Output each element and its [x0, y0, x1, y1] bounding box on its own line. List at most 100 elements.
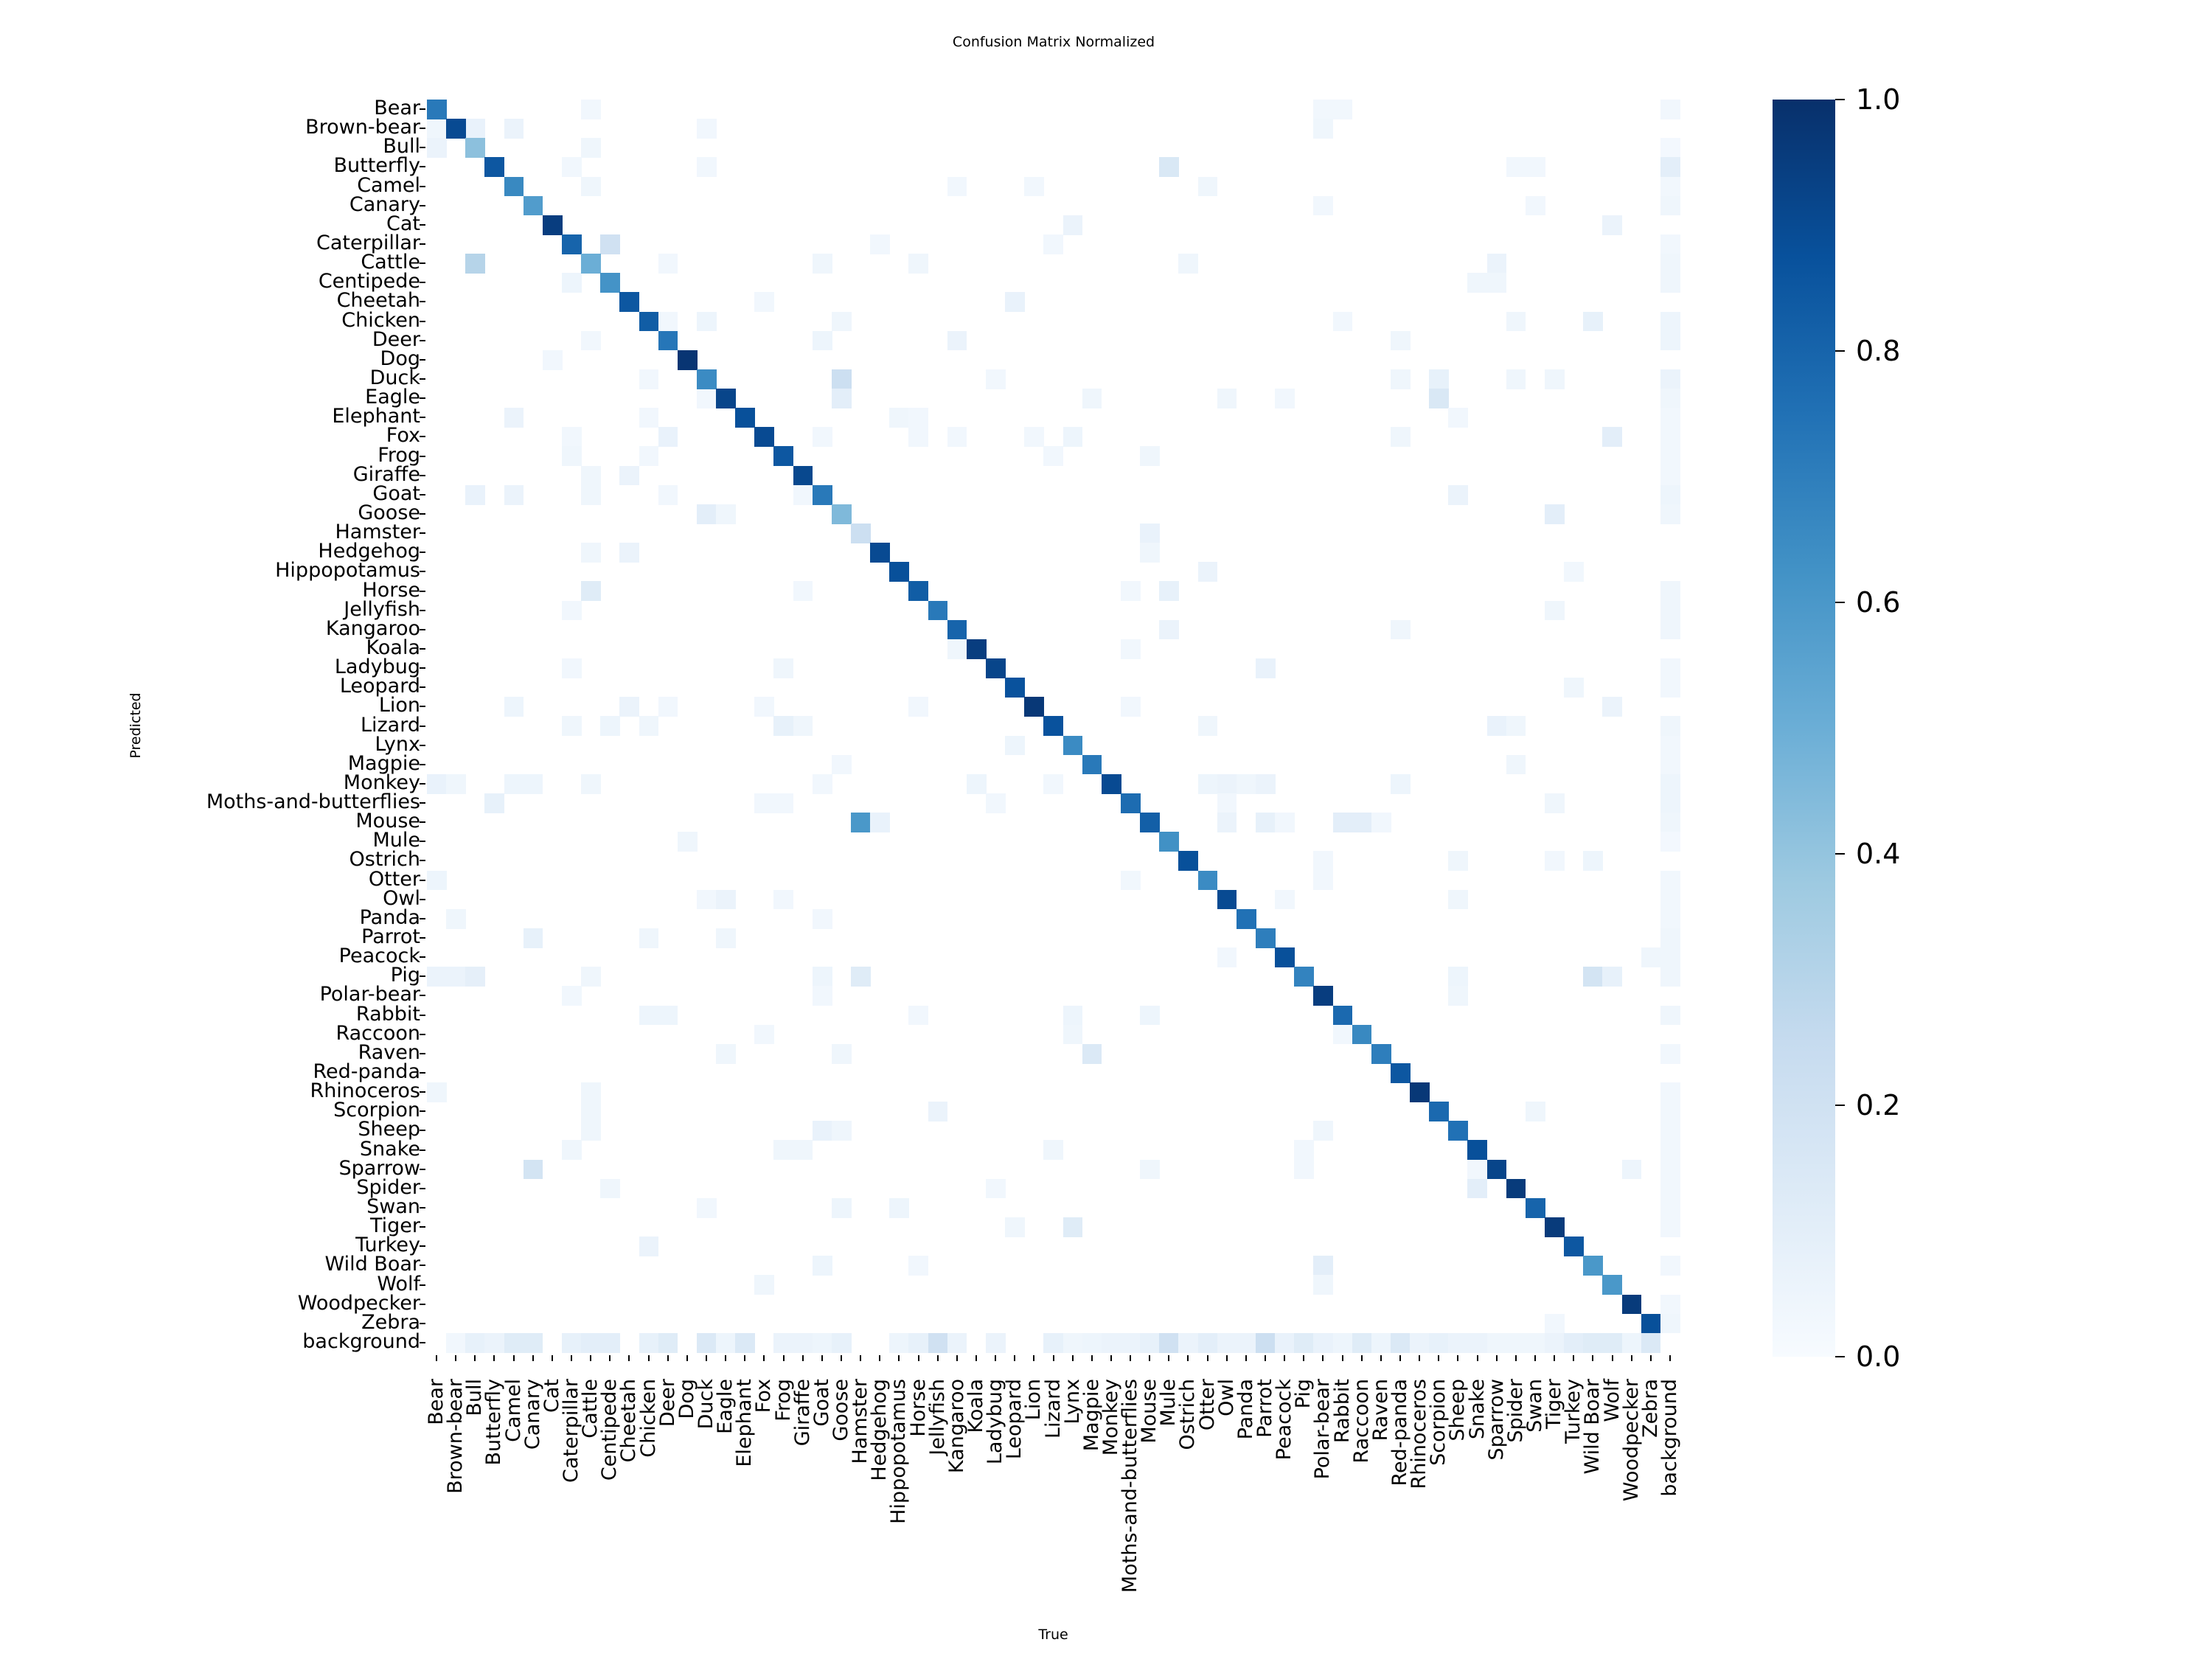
heatmap-cell — [1660, 600, 1680, 621]
heatmap-cell — [1197, 176, 1218, 197]
heatmap-cell — [1062, 1024, 1083, 1045]
heatmap-cell — [523, 1159, 543, 1180]
heatmap-cell — [1313, 870, 1334, 891]
heatmap-cell — [1486, 1332, 1507, 1353]
heatmap-cell — [716, 928, 736, 948]
heatmap-cell — [581, 254, 601, 274]
heatmap-cell — [831, 1121, 852, 1141]
x-tick-mark — [782, 1355, 785, 1361]
x-tick-mark — [840, 1355, 842, 1361]
y-tick-mark — [420, 378, 425, 380]
heatmap-cell — [696, 1332, 717, 1353]
heatmap-cell — [1486, 254, 1507, 274]
heatmap-cell — [600, 716, 620, 737]
heatmap-cell — [1525, 195, 1545, 216]
heatmap-cell — [735, 408, 755, 428]
y-tick-label: Cheetah — [336, 289, 420, 313]
heatmap-cell — [1525, 157, 1545, 178]
heatmap-cell — [658, 311, 678, 332]
heatmap-cell — [542, 215, 563, 235]
heatmap-cell — [1660, 1159, 1680, 1180]
heatmap-cell — [1082, 1332, 1102, 1353]
x-tick-mark — [917, 1355, 919, 1361]
x-tick-mark — [1071, 1355, 1074, 1361]
heatmap-cell — [831, 369, 852, 389]
heatmap-cell — [1467, 1159, 1488, 1180]
y-tick-mark — [420, 647, 425, 650]
y-tick-mark — [420, 1052, 425, 1054]
heatmap-cell — [908, 1256, 929, 1276]
y-tick-mark — [420, 1091, 425, 1093]
y-tick-mark — [420, 1187, 425, 1189]
y-tick-mark — [420, 128, 425, 130]
heatmap-cell — [1660, 311, 1680, 332]
heatmap-cell — [1178, 254, 1199, 274]
heatmap-cell — [908, 581, 929, 602]
heatmap-cell — [1313, 1121, 1334, 1141]
heatmap-cell — [793, 581, 813, 602]
y-tick-mark — [420, 937, 425, 939]
heatmap-cell — [1332, 1024, 1353, 1045]
y-tick-mark — [420, 223, 425, 226]
y-tick-mark — [420, 821, 425, 824]
y-tick-label: Wolf — [377, 1272, 420, 1295]
heatmap-cell — [1313, 986, 1334, 1006]
x-tick-mark — [1245, 1355, 1247, 1361]
heatmap-cell — [1641, 947, 1661, 967]
x-tick-mark — [975, 1355, 977, 1361]
heatmap-cell — [523, 773, 543, 794]
heatmap-cell — [1448, 889, 1469, 910]
y-tick-mark — [420, 262, 425, 265]
x-tick-mark — [455, 1355, 457, 1361]
y-tick-mark — [420, 282, 425, 284]
heatmap-cell — [1564, 1237, 1584, 1256]
heatmap-cell — [600, 1178, 620, 1199]
heatmap-cell — [639, 408, 659, 428]
y-tick-mark — [420, 1033, 425, 1035]
y-tick-label: Zebra — [361, 1310, 420, 1334]
heatmap-cell — [581, 465, 601, 486]
x-tick-mark — [647, 1355, 650, 1361]
heatmap-cell — [1545, 851, 1565, 872]
heatmap-cell — [1660, 1043, 1680, 1064]
heatmap-cell — [1660, 735, 1680, 756]
y-tick-label: Otter — [368, 867, 420, 891]
x-tick-mark — [1225, 1355, 1228, 1361]
heatmap-cell — [947, 330, 967, 351]
heatmap-cell — [523, 195, 543, 216]
x-tick-mark — [1419, 1355, 1421, 1361]
heatmap-cell — [504, 1332, 524, 1353]
heatmap-cell — [427, 1082, 447, 1102]
heatmap-cell — [504, 408, 524, 428]
heatmap-cell — [1602, 967, 1623, 987]
heatmap-cell — [716, 1043, 736, 1064]
heatmap-cell — [581, 967, 601, 987]
heatmap-cell — [1545, 504, 1565, 524]
heatmap-cell — [812, 330, 832, 351]
heatmap-cell — [1660, 1217, 1680, 1237]
heatmap-cell — [1217, 889, 1237, 910]
heatmap-cell — [773, 793, 794, 813]
heatmap-cell — [639, 446, 659, 467]
heatmap-cell — [1217, 793, 1237, 813]
heatmap-cell — [793, 465, 813, 486]
heatmap-cell — [1506, 754, 1526, 775]
x-tick-mark — [628, 1355, 630, 1361]
heatmap-cell — [658, 484, 678, 505]
colorbar — [1773, 100, 1835, 1357]
heatmap-cell — [831, 1332, 852, 1353]
heatmap-cell — [947, 427, 967, 448]
heatmap-cell — [1217, 813, 1237, 832]
y-tick-label: Woodpecker — [297, 1291, 420, 1315]
heatmap-cell — [1660, 716, 1680, 737]
y-tick-mark — [420, 1245, 425, 1248]
heatmap-cell — [1275, 389, 1295, 408]
y-tick-mark — [420, 744, 425, 746]
heatmap-cell — [1448, 1332, 1469, 1353]
y-tick-mark — [420, 320, 425, 322]
heatmap-cell — [1255, 658, 1276, 678]
x-tick-mark — [1630, 1355, 1632, 1361]
heatmap-cell — [465, 1332, 485, 1353]
y-tick-mark — [420, 1014, 425, 1016]
heatmap-cell — [504, 484, 524, 505]
